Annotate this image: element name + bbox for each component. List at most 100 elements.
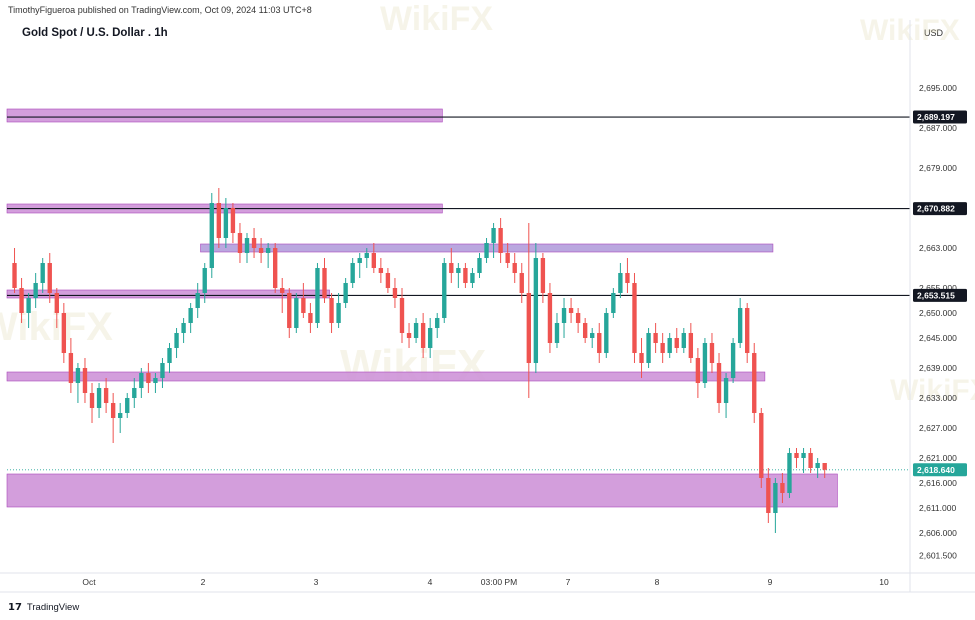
candle-body <box>695 358 701 383</box>
time-tick-label: 7 <box>566 577 571 587</box>
candle-body <box>582 323 588 338</box>
candle-body <box>350 263 355 283</box>
candle-body <box>308 313 313 323</box>
candle-body <box>505 253 510 263</box>
price-flag-box <box>913 202 967 216</box>
candle-body <box>110 403 116 418</box>
candle-body <box>456 268 461 273</box>
currency-label[interactable]: USD <box>924 28 944 38</box>
candle-body <box>702 343 708 383</box>
candle-body <box>484 243 489 258</box>
candle-body <box>575 313 581 323</box>
candle-body <box>378 268 384 273</box>
candle-body <box>463 268 468 283</box>
candle-body <box>420 323 426 348</box>
candle-body <box>660 343 665 353</box>
candle-body <box>406 333 412 338</box>
candle-body <box>265 248 271 253</box>
candle-body <box>787 453 792 493</box>
time-tick-label: 9 <box>768 577 773 587</box>
price-flag-box <box>913 288 967 302</box>
footer-branding[interactable]: 17 TradingView <box>8 600 79 614</box>
candle-body <box>167 348 172 363</box>
candle-body <box>336 303 341 323</box>
watermark-text: WikiFX <box>380 0 493 38</box>
price-tick-label: 2,650.000 <box>919 308 957 318</box>
candle-body <box>181 323 186 333</box>
candle-body <box>646 333 651 363</box>
symbol-title[interactable]: Gold Spot / U.S. Dollar . 1h <box>22 27 168 39</box>
price-flag-label: 2,670.882 <box>917 204 955 214</box>
candle-body <box>427 328 433 348</box>
candle-body <box>223 208 229 238</box>
candle-body <box>716 363 722 403</box>
candle-body <box>801 453 806 458</box>
candle-body <box>54 293 59 313</box>
candle-body <box>512 263 517 273</box>
candle-body <box>752 353 757 413</box>
candle-body <box>519 273 524 293</box>
price-axis[interactable]: 2,695.000 2,687.000 2,679.000 2,663.000 2,65… <box>909 20 957 592</box>
candle-body <box>794 453 799 458</box>
candle-body <box>498 228 503 253</box>
candle-body <box>47 263 52 293</box>
candle-body <box>153 378 158 383</box>
candle-body <box>174 333 179 348</box>
price-tick-label: 2,633.000 <box>919 393 957 403</box>
candle-body <box>780 483 785 493</box>
candle-body <box>737 308 743 343</box>
price-flag-box <box>913 110 967 124</box>
price-tick-label: 2,645.000 <box>919 333 957 343</box>
candle-body <box>357 258 362 263</box>
price-tick-label: 2,639.000 <box>919 363 957 373</box>
candle-body <box>26 298 31 313</box>
price-tick-label: 2,606.000 <box>919 528 957 538</box>
candle-body <box>561 308 567 323</box>
candle-body <box>294 298 299 328</box>
candle-body <box>146 373 151 383</box>
candle-body <box>442 263 447 318</box>
price-tick-label: 2,627.000 <box>919 423 957 433</box>
candle-body <box>526 293 531 363</box>
candle-body <box>470 273 475 283</box>
candle-body <box>244 238 250 253</box>
price-tick-label: 2,687.000 <box>919 123 957 133</box>
candle-body <box>604 313 609 353</box>
candle-body <box>75 368 81 383</box>
candle-body <box>118 413 123 418</box>
candle-body <box>667 338 672 353</box>
candle-body <box>202 268 207 293</box>
candle-body <box>745 308 750 353</box>
candle-body <box>139 373 144 388</box>
candle-body <box>125 398 130 413</box>
candle-body <box>808 453 813 468</box>
candle-body <box>33 283 38 298</box>
watermark-text: WikiFX <box>890 374 975 407</box>
price-tick-label: 2,679.000 <box>919 163 957 173</box>
price-tick-label: 2,621.000 <box>919 453 957 463</box>
candle-body <box>674 338 679 348</box>
candle-body <box>230 208 236 233</box>
candle-body <box>533 258 539 363</box>
candle-body <box>216 203 222 238</box>
time-tick-label: 10 <box>879 577 889 587</box>
candle-body <box>385 273 391 288</box>
candle-body <box>688 333 694 358</box>
candle-body <box>681 333 686 348</box>
supply-demand-zone <box>6 108 443 123</box>
candle-body <box>68 353 74 383</box>
price-flags-layer: 2,689.197 2,670.882 2,653.515 2,618.640 <box>913 110 967 477</box>
zone-layer <box>6 108 838 508</box>
candle-body <box>399 298 405 333</box>
time-tick-label: Oct <box>82 577 96 587</box>
candle-body <box>40 263 45 283</box>
candle-body <box>329 298 334 323</box>
candle-body <box>273 248 278 288</box>
candle-body <box>280 288 285 293</box>
time-axis[interactable]: Oct 2 3 4 03:00 PM 7 8 9 10 <box>0 572 975 593</box>
price-tick-label: 2,616.000 <box>919 478 957 488</box>
candle-body <box>301 298 306 313</box>
candle-body <box>413 323 419 338</box>
candle-body <box>322 268 327 298</box>
